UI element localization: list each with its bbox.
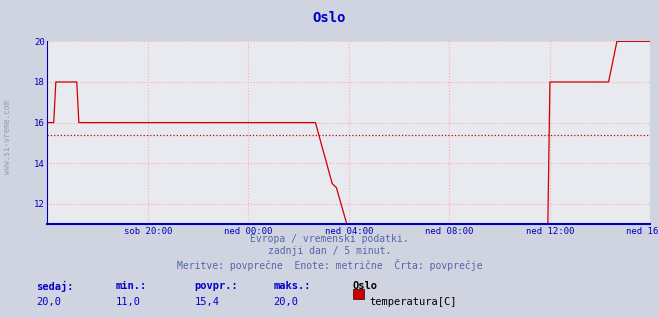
- Text: 11,0: 11,0: [115, 297, 140, 307]
- Text: 20,0: 20,0: [36, 297, 61, 307]
- Text: Evropa / vremenski podatki.: Evropa / vremenski podatki.: [250, 234, 409, 244]
- Text: 20,0: 20,0: [273, 297, 299, 307]
- Text: Oslo: Oslo: [313, 11, 346, 25]
- Text: povpr.:: povpr.:: [194, 281, 238, 291]
- Text: sedaj:: sedaj:: [36, 281, 74, 293]
- Text: maks.:: maks.:: [273, 281, 311, 291]
- Text: Meritve: povprečne  Enote: metrične  Črta: povprečje: Meritve: povprečne Enote: metrične Črta:…: [177, 259, 482, 271]
- Text: 15,4: 15,4: [194, 297, 219, 307]
- Text: min.:: min.:: [115, 281, 146, 291]
- Text: temperatura[C]: temperatura[C]: [369, 297, 457, 307]
- Text: Oslo: Oslo: [353, 281, 378, 291]
- Text: zadnji dan / 5 minut.: zadnji dan / 5 minut.: [268, 246, 391, 256]
- Text: www.si-vreme.com: www.si-vreme.com: [3, 100, 13, 174]
